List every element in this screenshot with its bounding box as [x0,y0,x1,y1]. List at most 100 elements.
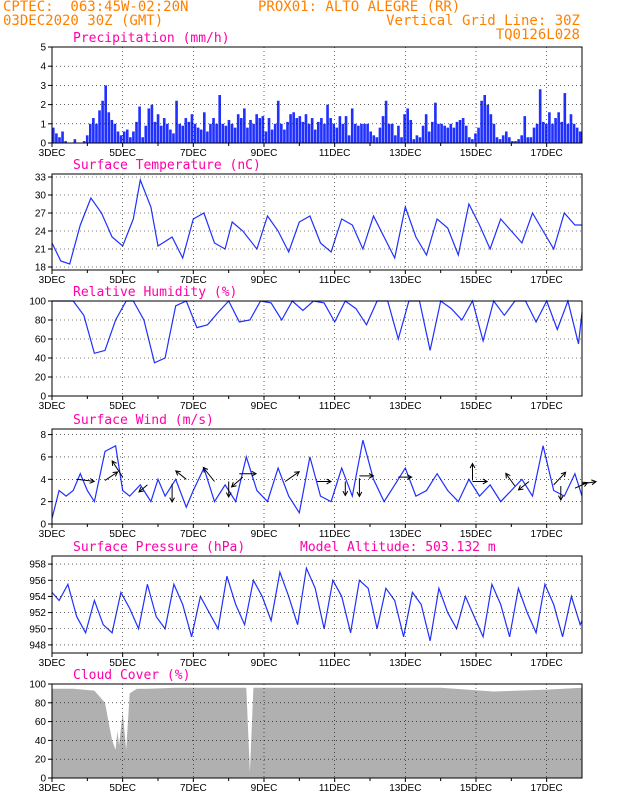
precip-bar [474,133,477,143]
station-name: PROX01: ALTO ALEGRE (RR) [258,0,461,15]
wind-vector-head [591,479,598,486]
x-tick-label: 17DEC [531,658,563,669]
wind-vector-shaft [518,481,530,491]
panel-frame-precip [51,46,583,144]
precip-bar [166,123,169,143]
precip-bar [169,129,172,143]
panel-frame-temp [51,173,583,271]
y-tick-label: 4 [40,62,46,73]
panel-title-rh: Relative Humidity (%) [73,285,237,300]
precip-bar [326,104,329,143]
series-line-pres [51,565,583,642]
precip-bar [125,129,129,143]
x-tick-label: 7DEC [180,529,207,540]
precip-bar [455,121,459,143]
wind-vector [225,481,232,498]
precip-bar [138,106,141,143]
precip-bar [206,131,209,143]
x-tick-label: 15DEC [460,658,492,669]
wind-vector-head [202,466,209,473]
x-tick-label: 3DEC [39,783,66,794]
precip-bar [353,123,357,143]
y-tick-label: 40 [35,736,47,747]
wind-vector-head [174,470,181,476]
precip-bar [403,114,406,143]
precip-bar [119,135,123,143]
x-tick-label: 11DEC [319,529,351,540]
precip-bar [227,119,231,143]
run-id: TQ0126L028 [495,27,580,43]
precip-bar [520,135,523,143]
precip-bar [347,135,351,143]
wind-vector-shaft [111,460,124,478]
y-tick-label: 30 [35,191,47,202]
y-tick-label: 5 [40,43,46,54]
precip-bar [514,141,517,143]
y-tick-label: 954 [29,592,46,603]
wind-vector-shaft [553,471,566,486]
precip-bar [498,139,502,143]
y-tick-label: 1 [40,119,46,130]
precip-bar [187,121,191,143]
precip-bar [110,119,114,143]
wind-vector [104,471,119,481]
precip-bar [578,131,582,143]
y-tick-label: 33 [35,173,47,184]
precip-bar [344,116,348,143]
y-tick-label: 6 [40,452,46,463]
precip-bar [58,137,61,143]
precip-bar [563,93,567,143]
wind-vector-head [230,482,237,488]
wind-vector [359,473,375,479]
x-tick-label: 11DEC [319,783,351,794]
precip-bar [545,123,548,143]
series-line-wind [51,440,583,519]
wind-vector-shaft [581,481,597,485]
x-tick-label: 5DEC [109,148,136,159]
y-tick-label: 24 [35,227,47,238]
y-tick-label: 60 [35,335,47,346]
precip-bar [394,135,397,143]
precip-bar [209,123,212,143]
x-tick-label: 15DEC [460,401,492,412]
x-tick-label: 9DEC [251,658,278,669]
panel-frame-pres [51,555,583,654]
precip-bar [52,127,55,143]
precip-bar [572,123,576,143]
panel-precip: Precipitation (mm/h) 0 1 2 3 4 5 3DEC 5DEC 7DEC 9D… [39,31,583,159]
precip-bar [236,114,240,143]
wind-vector-head [469,462,476,469]
precip-bar [338,116,342,143]
precip-bar [446,127,450,143]
wind-vector [553,471,567,486]
precip-bar [341,123,345,143]
precip-bar [264,131,268,143]
precip-bar [233,127,237,143]
precip-bar [61,131,64,143]
precip-bar [215,123,218,143]
precip-bar [122,131,126,143]
y-tick-label: 958 [29,560,46,571]
x-tick-label: 7DEC [180,275,207,286]
panel-cloud: Cloud Cover (%) 0 20 40 60 80 100 3DEC 5DEC 7DEC 9… [29,668,583,794]
precip-bar [104,85,107,143]
precip-bar [132,131,135,143]
precip-bar [178,123,181,143]
precip-bar [489,114,493,143]
precip-bar [193,123,197,143]
precip-bar [397,125,400,143]
wind-vector-shaft [76,478,95,482]
precip-bar [437,123,440,143]
precip-bar [224,125,228,143]
wind-vector [138,484,148,493]
precip-bar [184,118,188,143]
y-tick-label: 100 [29,680,46,691]
precip-bar [153,121,157,143]
x-tick-label: 7DEC [180,658,207,669]
wind-vector-head [505,472,511,479]
x-tick-label: 3DEC [39,401,66,412]
precip-bar [221,123,225,143]
wind-vector [517,481,530,491]
y-tick-label: 40 [35,354,47,365]
